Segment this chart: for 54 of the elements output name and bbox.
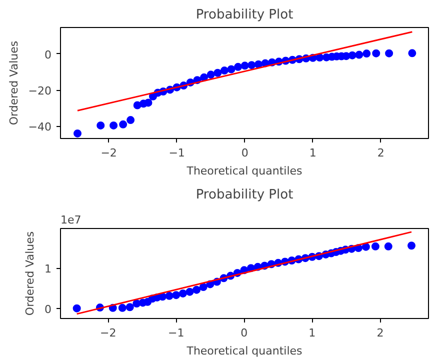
- point: [206, 70, 215, 79]
- point: [407, 242, 416, 250]
- point: [172, 291, 180, 300]
- x-tick-label: −2: [100, 326, 116, 340]
- point: [144, 98, 152, 107]
- point: [118, 304, 126, 312]
- point: [227, 65, 236, 74]
- x-tick-label: −1: [168, 326, 184, 340]
- point: [72, 304, 81, 312]
- point: [178, 289, 187, 298]
- x-tick-label: −2: [100, 146, 117, 160]
- point: [384, 242, 392, 250]
- x-tick-label: 1: [309, 146, 316, 160]
- point: [192, 286, 201, 294]
- point: [126, 116, 135, 124]
- point: [74, 129, 82, 138]
- x-tick-label: −1: [168, 146, 185, 160]
- point: [214, 68, 222, 77]
- y-axis-title: Ordered Values: [7, 40, 20, 126]
- x-axis-title: Theoretical quantiles: [186, 164, 303, 178]
- point: [385, 49, 394, 58]
- point: [408, 49, 416, 58]
- point: [165, 292, 174, 300]
- y-tick-label: 0: [44, 302, 52, 316]
- x-tick-label: 1: [308, 326, 316, 340]
- x-tick-label: 2: [376, 326, 384, 340]
- point: [110, 121, 118, 130]
- x-tick-label: 2: [377, 146, 384, 160]
- point: [372, 49, 380, 58]
- y-axis-title: Ordered Values: [24, 231, 36, 316]
- chart-title: Probability Plot: [196, 188, 294, 202]
- point: [240, 62, 249, 70]
- point: [126, 303, 134, 312]
- y-tick-label: −20: [28, 84, 52, 98]
- point: [362, 50, 371, 58]
- point: [248, 61, 256, 70]
- point: [234, 62, 242, 71]
- point: [355, 50, 364, 59]
- point: [220, 66, 228, 75]
- point: [199, 283, 208, 292]
- y-tick-label: 1: [44, 262, 52, 276]
- text: 1e7: [60, 214, 82, 226]
- x-axis-title: Theoretical quantiles: [186, 344, 303, 358]
- x-tick-label: 0: [241, 146, 248, 160]
- x-tick-label: 0: [240, 326, 248, 340]
- point: [371, 242, 380, 250]
- point: [348, 51, 356, 60]
- point: [362, 242, 370, 251]
- point: [96, 121, 105, 130]
- point: [186, 288, 194, 296]
- point: [119, 120, 128, 128]
- y-tick-label: 0: [44, 48, 52, 62]
- chart-title: Probability Plot: [196, 8, 294, 22]
- y-tick-label: −40: [28, 120, 52, 134]
